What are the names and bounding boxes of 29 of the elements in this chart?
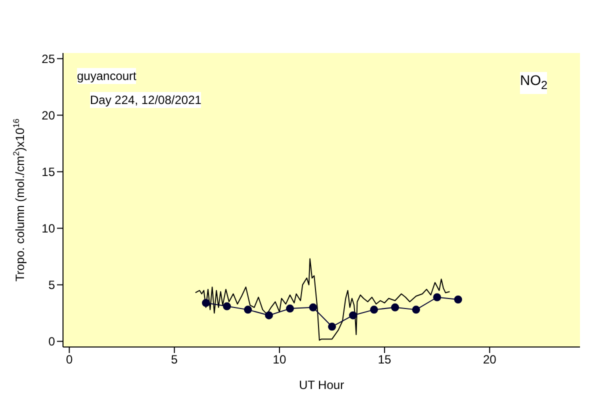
annotation: NO$_{2}$ — [520, 72, 548, 94]
point — [370, 306, 378, 314]
x-tick-label: 5 — [171, 352, 178, 367]
x-tick-label: 10 — [272, 352, 286, 367]
x-tick-label: 20 — [482, 352, 497, 367]
x-tick-label: 15 — [378, 352, 392, 367]
y-tick-label: 5 — [48, 278, 56, 292]
point — [412, 306, 420, 314]
line-series — [194, 258, 450, 341]
point — [244, 306, 252, 314]
point — [349, 311, 358, 320]
point — [433, 293, 442, 302]
y-tick-label: 20 — [42, 108, 56, 122]
y-tick-label: 0 — [48, 334, 56, 349]
point — [391, 303, 400, 312]
annotation: guyancourt — [77, 68, 136, 84]
point — [222, 302, 231, 310]
annotation: Day 224, 12/08/2021 — [90, 92, 202, 108]
y-tick-label: 10 — [42, 222, 56, 236]
point — [286, 304, 294, 313]
y-tick-label: 25 — [42, 52, 56, 66]
point — [309, 303, 318, 312]
point — [264, 311, 273, 320]
point — [202, 298, 210, 307]
point — [454, 296, 462, 304]
x-axis-title: UT Hour — [298, 378, 344, 392]
point — [328, 322, 336, 331]
y-tick-label: 15 — [42, 164, 56, 179]
x-tick-label: 0 — [66, 352, 73, 367]
